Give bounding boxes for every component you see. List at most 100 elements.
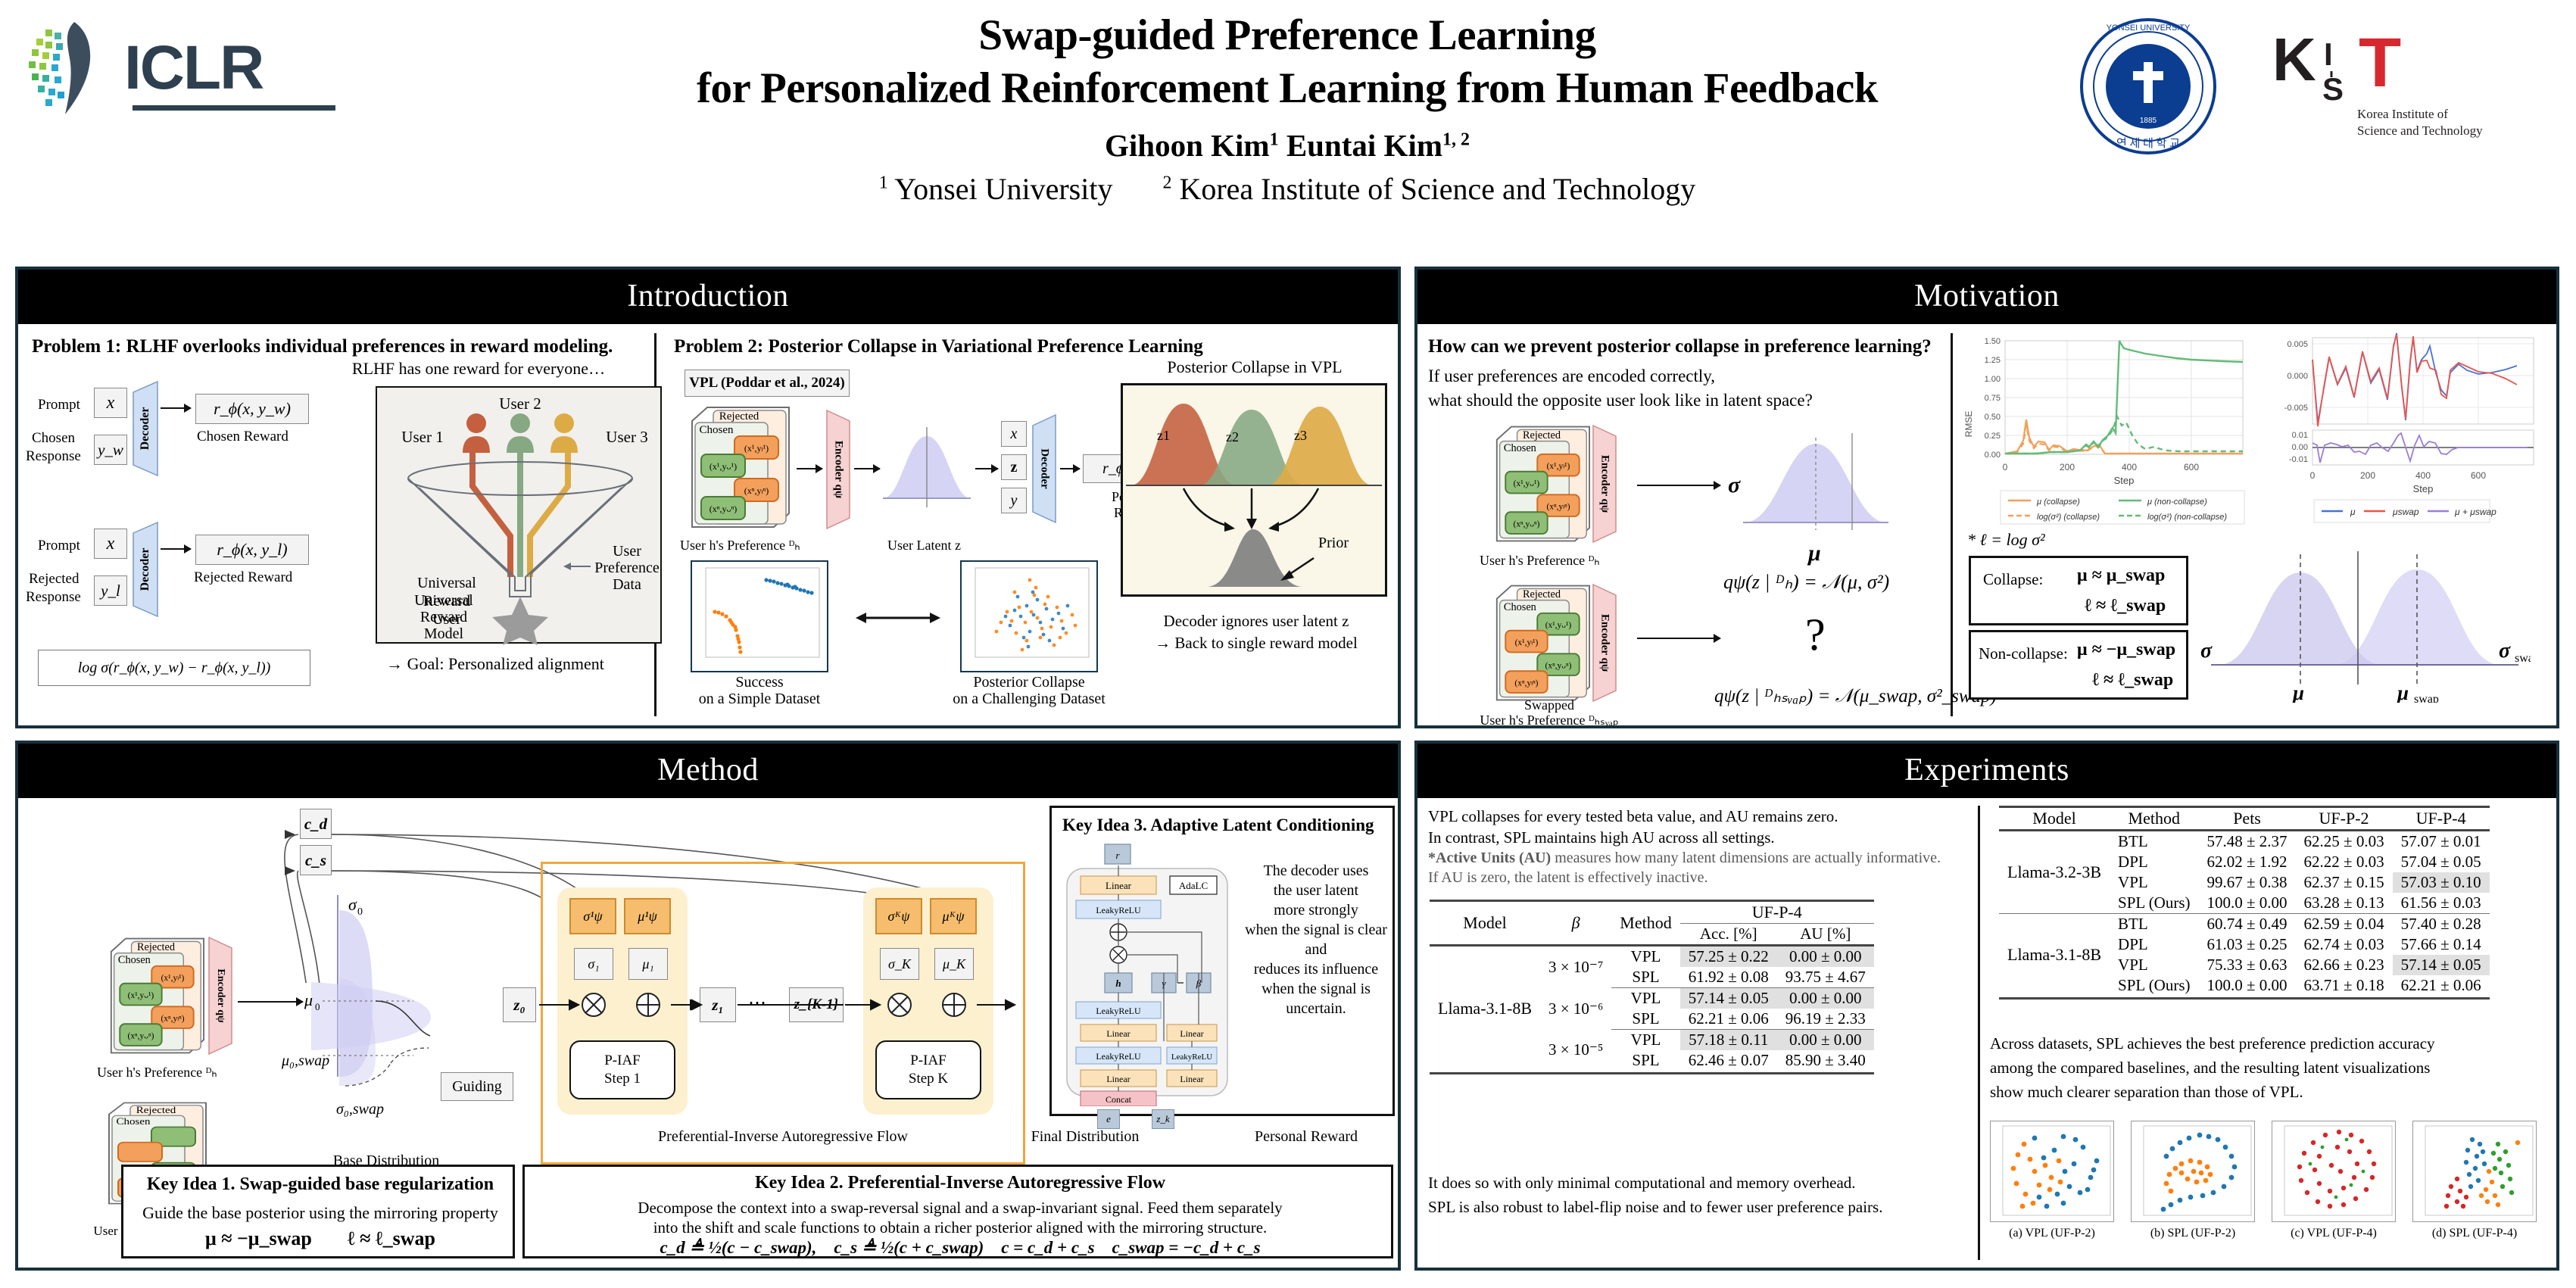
bt-loss-box: log σ(r_ϕ(x, y_w) − r_ϕ(x, y_l)) [38, 650, 310, 686]
tsne-caption-d: (d) SPL (UF-P-4) [2431, 1227, 2518, 1240]
tsne-plot-d: (d) SPL (UF-P-4) [2412, 1121, 2537, 1240]
td-main-ufp4: 57.14 ± 0.05 [2392, 955, 2490, 975]
td-main-ufp4: 57.07 ± 0.01 [2392, 829, 2490, 852]
piaf1-line2: Step 1 [603, 1071, 641, 1087]
svg-text:Step: Step [2114, 475, 2135, 486]
tsne-canvas-d [2412, 1121, 2537, 1222]
svg-text:(x¹,yᴗ¹): (x¹,yᴗ¹) [1514, 479, 1540, 488]
td-main-method: SPL (Ours) [2118, 893, 2191, 912]
table-row: VPL 99.67 ± 0.38 62.37 ± 0.15 57.03 ± 0.… [1999, 872, 2490, 893]
motivation-swapped-caption: Swapped User h's Preference ᴰₕₛᵥₐₚ [1474, 697, 1625, 728]
svg-text:200: 200 [2060, 462, 2075, 472]
td-au: 0.00 ± 0.00 [1776, 944, 1874, 967]
success-caption-line1: Success [735, 674, 784, 691]
iclr-mark-icon [23, 19, 114, 117]
svg-text:0.25: 0.25 [1985, 432, 2001, 441]
mirror-distribution-illustration: σ σ swap μ μ swap [2197, 551, 2540, 706]
universal-line3: Model [423, 625, 464, 642]
td-method: VPL [1611, 944, 1680, 967]
svg-text:Step: Step [2413, 483, 2434, 494]
table-au-header-row1: Model β Method UF-P-4 [1430, 900, 1874, 946]
title-block: Swap-guided Preference Learning for Pers… [530, 9, 2044, 207]
noncollapse-label: Non-collapse: [1979, 644, 2068, 663]
svg-text:0: 0 [2310, 470, 2316, 481]
svg-text:Linear: Linear [1106, 1074, 1130, 1084]
td-main-ufp4: 57.40 ± 0.28 [2392, 913, 2490, 934]
posterior-collapse-caption: Posterior Collapse on a Challenging Data… [934, 674, 1124, 707]
svg-text:User 1: User 1 [401, 428, 443, 446]
td-au: 85.90 ± 3.40 [1785, 1051, 1866, 1069]
svg-text:Science and Technology: Science and Technology [2357, 123, 2483, 138]
mu-swap-chart: 0.005 0.000 -0.005 0.01 0.00 -0.01 [2264, 332, 2543, 529]
success-caption-line2: on a Simple Dataset [698, 691, 821, 707]
add-op-1 [632, 987, 665, 1026]
rejected-reward-formula: r_ϕ(x, y_l) [195, 535, 309, 565]
motivation-q-top: qψ(z | ᴰₕ) = 𝒩(μ, σ²) [1723, 571, 1890, 593]
prompt-label-2: Prompt [38, 538, 80, 554]
context-cs-box: c_s [300, 845, 332, 875]
td-main-model: Llama-3.2-3B [1999, 829, 2110, 914]
motivation-question-mark: ? [1805, 610, 1826, 660]
iclr-wordmark: ICLR [124, 33, 264, 102]
prompt-label-1: Prompt [38, 397, 80, 413]
svg-text:z2: z2 [1226, 429, 1239, 444]
svg-text:Concat: Concat [1106, 1094, 1132, 1105]
td-main-method: BTL [2110, 829, 2199, 852]
td-main-ufp4: 57.03 ± 0.10 [2392, 872, 2490, 893]
td-model-name: Llama-3.1-8B [1430, 944, 1541, 1071]
svg-text:μ: μ [2291, 681, 2304, 703]
table-row: SPL 62.21 ± 0.06 96.19 ± 2.33 [1430, 1009, 1874, 1030]
piafK-line2: Step K [908, 1071, 949, 1087]
key1-eq2: ℓ ≈ ℓ_swap [347, 1227, 436, 1249]
context-cd-box: c_d [300, 809, 332, 839]
svg-text:log(σ²) (collapse): log(σ²) (collapse) [2037, 513, 2100, 522]
vpl-input-z: z [1001, 454, 1027, 480]
svg-text:User: User [613, 543, 641, 560]
arrow-latent-to-decoder [975, 464, 999, 473]
svg-text:0.75: 0.75 [1985, 394, 2001, 403]
tsne-caption-c: (c) VPL (UF-P-4) [2291, 1227, 2377, 1240]
td-acc: 62.21 ± 0.06 [1688, 1009, 1769, 1028]
piaf-step1-label: P-IAF Step 1 [569, 1040, 675, 1099]
exp-note-l1: VPL collapses for every tested beta valu… [1428, 807, 1838, 825]
guiding-badge: Guiding [441, 1072, 513, 1101]
key-idea-1-text: Guide the base posterior using the mirro… [142, 1203, 498, 1222]
sigma-psi-K: σᴷψ [875, 898, 922, 934]
motivation-question: How can we prevent posterior collapse in… [1428, 336, 1932, 357]
ell-definition-note: * ℓ = log σ² [1967, 530, 2045, 549]
exp-note-bot-l2: SPL is also robust to label-flip noise a… [1428, 1198, 1883, 1216]
iclr-logo: ICLR [23, 15, 335, 121]
vpl-encoder-block: Encoder qψ [825, 409, 851, 534]
svg-text:K: K [2272, 26, 2316, 93]
affil-1-sup: 1 [878, 173, 888, 193]
td-beta-1: 3 × 10⁻⁷ [1540, 944, 1612, 988]
motivation-encoder-top: Encoder qψ [1592, 424, 1617, 547]
td-main-ufp2: 62.66 ± 0.23 [2303, 956, 2384, 974]
svg-text:swap: swap [2414, 693, 2439, 703]
svg-text:(xⁿ,yᴗⁿ): (xⁿ,yᴗⁿ) [1545, 661, 1572, 670]
motivation-vertical-divider [1951, 333, 1953, 716]
svg-text:Linear: Linear [1180, 1074, 1203, 1084]
svg-text:LeakyReLU: LeakyReLU [1096, 905, 1141, 915]
tsne-plot-a: (a) VPL (UF-P-2) [1990, 1121, 2114, 1240]
method-encoder: Encoder qψ [207, 936, 233, 1059]
motivation-q-bottom: qψ(z | ᴰₕₛᵥₐₚ) = 𝒩(μ_swap, σ²_swap) [1714, 686, 1997, 706]
svg-text:0.00: 0.00 [2292, 443, 2308, 452]
tsne-plot-b: (b) SPL (UF-P-2) [2131, 1121, 2255, 1240]
collapse-caption-line1: Posterior Collapse [973, 674, 1085, 691]
motivation-encoder-bottom: Encoder qψ [1592, 583, 1617, 706]
svg-text:μ + μswap: μ + μswap [2454, 507, 2496, 517]
problem1-heading: Problem 1: RLHF overlooks individual pre… [32, 336, 613, 357]
sigma-K: σ_K [880, 948, 919, 980]
svg-text:σ: σ [348, 895, 357, 914]
svg-text:Rejected: Rejected [1523, 429, 1561, 441]
poster-title-line1: Swap-guided Preference Learning [978, 11, 1596, 59]
panel-method: Method c_d c_s [15, 741, 1401, 1271]
svg-text:User: User [432, 611, 461, 628]
key3-text-l4: when the signal is clear [1245, 922, 1387, 938]
method-personal-reward-caption: Personal Reward [1254, 1128, 1358, 1145]
svg-text:1.50: 1.50 [1985, 337, 2001, 346]
td-acc: 61.92 ± 0.08 [1688, 968, 1769, 986]
svg-text:-0.01: -0.01 [2289, 455, 2308, 464]
decoder-label-1: Decoder [139, 407, 151, 451]
